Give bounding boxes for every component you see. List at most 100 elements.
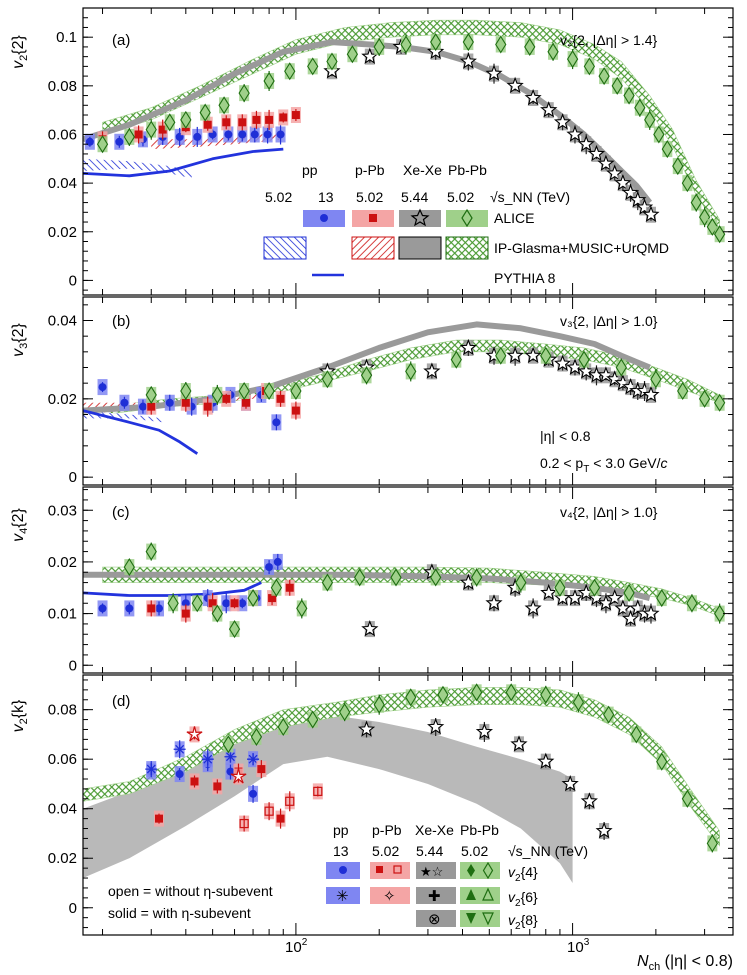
data-point <box>566 589 584 606</box>
data-point <box>276 394 285 403</box>
xtick-label-1000: 103 <box>567 937 590 956</box>
legend-d-pp-v4-marker <box>339 866 347 874</box>
data-point <box>263 130 272 139</box>
data-point <box>427 42 445 60</box>
data-point <box>238 130 247 139</box>
data-point <box>566 125 584 142</box>
data-point <box>450 350 462 369</box>
data-point <box>228 620 241 639</box>
data-point <box>224 750 237 763</box>
ytick-label: 0.02 <box>48 554 77 571</box>
data-point <box>247 753 260 766</box>
data-point <box>250 727 263 746</box>
legend-d-xexe-v6-band <box>416 887 456 904</box>
series-5 <box>357 717 613 840</box>
data-point <box>158 125 167 134</box>
ytick-label: 0.08 <box>48 78 77 95</box>
panel-d: 0 0.02 0.04 0.06 0.08 (d) v2{k} Nch (|η| < 0… <box>10 674 734 973</box>
data-point <box>239 818 249 829</box>
ytick-label: 0 <box>69 272 77 289</box>
legend-d-xexe-v8-marker: ⊗ <box>428 911 441 928</box>
data-point <box>241 398 250 407</box>
data-point <box>291 111 300 120</box>
data-point <box>191 594 203 613</box>
data-point <box>263 71 275 91</box>
data-point <box>167 594 179 613</box>
data-point <box>653 125 665 144</box>
data-point <box>321 573 334 592</box>
data-point <box>357 720 376 737</box>
data-point <box>203 120 212 129</box>
legend-d-pbpb-v6-open <box>482 887 494 901</box>
panel-b-label: (b) <box>112 313 130 330</box>
data-point <box>611 76 623 95</box>
data-point <box>537 752 555 769</box>
data-point <box>201 753 214 766</box>
data-point <box>238 381 250 401</box>
data-point <box>462 33 475 52</box>
panel-c-plot: 0 0.01 0.02 0.03 <box>48 486 734 674</box>
panel-a: 0 0.02 0.04 0.06 0.08 0.1 (a) v₂{2, |Δη| > 1.… <box>10 7 734 296</box>
legend-d-ppb-v6-marker: ✧ <box>383 888 396 905</box>
data-point <box>427 717 445 735</box>
data-point <box>193 132 202 141</box>
legend-d-energy-pbpb: 5.02 <box>461 843 488 859</box>
data-point <box>230 599 239 608</box>
model-pp-band <box>83 410 163 423</box>
legend-d-ppb-v4-open <box>393 865 402 874</box>
data-point <box>222 599 231 608</box>
ytick-label: 0.04 <box>48 801 77 818</box>
data-point <box>572 693 585 712</box>
panel-d-ylabel: v2{k} <box>10 699 30 732</box>
data-point <box>313 786 323 796</box>
data-point <box>123 558 135 577</box>
data-point <box>621 183 640 201</box>
data-point <box>614 599 632 616</box>
data-point <box>642 604 660 621</box>
data-point <box>677 381 689 401</box>
legend-d-pbpb-v4-band <box>460 862 500 879</box>
panel-frame <box>82 7 734 296</box>
data-point <box>495 35 507 54</box>
data-point <box>249 789 258 798</box>
data-point <box>285 796 295 806</box>
data-point <box>524 599 542 616</box>
legend-a-energy-pp502: 5.02 <box>265 189 292 205</box>
data-point <box>475 722 493 740</box>
data-point <box>265 115 274 124</box>
legend-a-energy-xexe: 5.44 <box>401 189 428 205</box>
legend-d-energy-ppb: 5.02 <box>372 843 399 859</box>
legend-a-entry-model: IP-Glasma+MUSIC+UrQMD <box>494 240 669 256</box>
legend-d-pbpb-v8-solid <box>466 913 476 924</box>
data-point <box>155 814 164 823</box>
legend-d-pbpb-v8-open <box>482 912 494 926</box>
plot-area <box>83 321 726 455</box>
data-point <box>134 130 143 139</box>
data-point <box>713 604 726 623</box>
legend-d-entry-v4: v2{4} <box>508 864 538 884</box>
data-point <box>98 383 107 392</box>
data-point <box>307 710 319 729</box>
data-point <box>606 589 624 606</box>
legend-d-system-pp: pp <box>333 822 349 838</box>
legend-a-ppb-marker <box>369 214 377 222</box>
data-point <box>145 120 157 139</box>
data-point <box>277 717 289 737</box>
panel-frame <box>82 296 734 486</box>
data-point <box>470 683 483 702</box>
panel-b-cut-pt: 0.2 < pT < 3.0 GeV/c <box>540 455 668 475</box>
data-point <box>706 834 718 853</box>
data-point <box>296 599 308 618</box>
legend-a-xexe-marker <box>410 208 430 227</box>
data-point <box>650 370 662 389</box>
data-point <box>264 806 274 816</box>
panel-d-xlabel: Nch (|η| < 0.8) <box>637 953 733 973</box>
data-point <box>252 115 261 124</box>
data-point <box>338 703 351 722</box>
series-2 <box>323 37 660 223</box>
legend-d-ppb-v6-band <box>370 887 410 904</box>
ytick-label: 0.1 <box>56 29 77 46</box>
legend-a-swatch-pbpb-model <box>445 236 489 260</box>
data-point <box>540 101 558 118</box>
data-point <box>238 599 247 608</box>
